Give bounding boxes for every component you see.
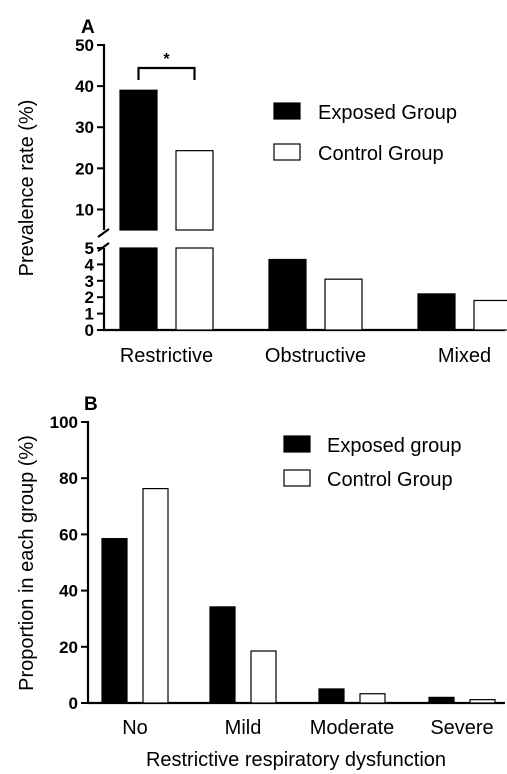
legend-label-exposed: Exposed group — [327, 435, 462, 457]
y-tick-label-b: 40 — [59, 582, 78, 601]
legend-label-control: Control Group — [327, 469, 453, 491]
y-tick-label-a: 4 — [85, 255, 95, 274]
y-tick-label-a: 20 — [75, 159, 94, 178]
y-tick-label-a: 0 — [85, 321, 94, 340]
significance-star: * — [163, 51, 170, 68]
x-tick-label-b: Moderate — [310, 717, 395, 739]
y-tick-label-b: 20 — [59, 638, 78, 657]
legend-swatch-control — [283, 469, 311, 487]
y-tick-label-b: 60 — [59, 525, 78, 544]
legend-label-control: Control Group — [318, 143, 444, 165]
y-axis-title-b: Proportion in each group (%) — [16, 435, 38, 691]
x-tick-label-a: Restrictive — [120, 345, 213, 367]
axis-break-mark — [97, 228, 110, 238]
bar-control — [469, 699, 496, 704]
bar-control — [250, 650, 277, 704]
bar-exposed — [119, 247, 158, 331]
y-tick-label-a: 3 — [85, 272, 94, 291]
panel-label-a: A — [81, 17, 95, 38]
bar-control — [175, 150, 214, 231]
x-tick-label-b: Mild — [225, 717, 262, 739]
bar-exposed — [209, 606, 236, 704]
bar-control — [175, 247, 214, 331]
bar-exposed — [428, 696, 455, 704]
x-axis-title-b: Restrictive respiratory dysfunction — [146, 749, 446, 771]
bar-exposed — [268, 258, 307, 331]
y-tick-label-a: 10 — [75, 200, 94, 219]
y-tick-label-a: 5 — [85, 239, 94, 258]
x-tick-label-a: Mixed — [438, 345, 491, 367]
x-tick-label-b: No — [122, 717, 148, 739]
bar-control — [324, 278, 363, 331]
bar-exposed — [417, 293, 456, 331]
y-axis-title-a: Prevalence rate (%) — [16, 100, 38, 277]
significance-bracket — [137, 66, 196, 80]
bar-control — [142, 487, 169, 704]
bar-control — [473, 299, 507, 331]
x-tick-label-a: Obstructive — [265, 345, 366, 367]
legend-swatch-exposed — [273, 102, 301, 120]
panel-label-b: B — [84, 394, 98, 415]
y-tick-label-a: 1 — [85, 305, 94, 324]
bar-exposed — [119, 89, 158, 231]
bar-exposed — [101, 538, 128, 704]
y-tick-label-a: 50 — [75, 36, 94, 55]
legend-swatch-exposed — [283, 435, 311, 453]
bar-control — [359, 693, 386, 704]
bar-exposed — [318, 688, 345, 704]
y-tick-label-a: 30 — [75, 118, 94, 137]
y-tick-label-a: 2 — [85, 288, 94, 307]
y-tick-label-b: 80 — [59, 469, 78, 488]
x-tick-label-b: Severe — [430, 717, 493, 739]
legend-label-exposed: Exposed Group — [318, 102, 457, 124]
y-tick-label-a: 40 — [75, 77, 94, 96]
y-tick-label-b: 0 — [69, 694, 78, 713]
y-tick-label-b: 100 — [50, 413, 78, 432]
legend-swatch-control — [273, 143, 301, 161]
